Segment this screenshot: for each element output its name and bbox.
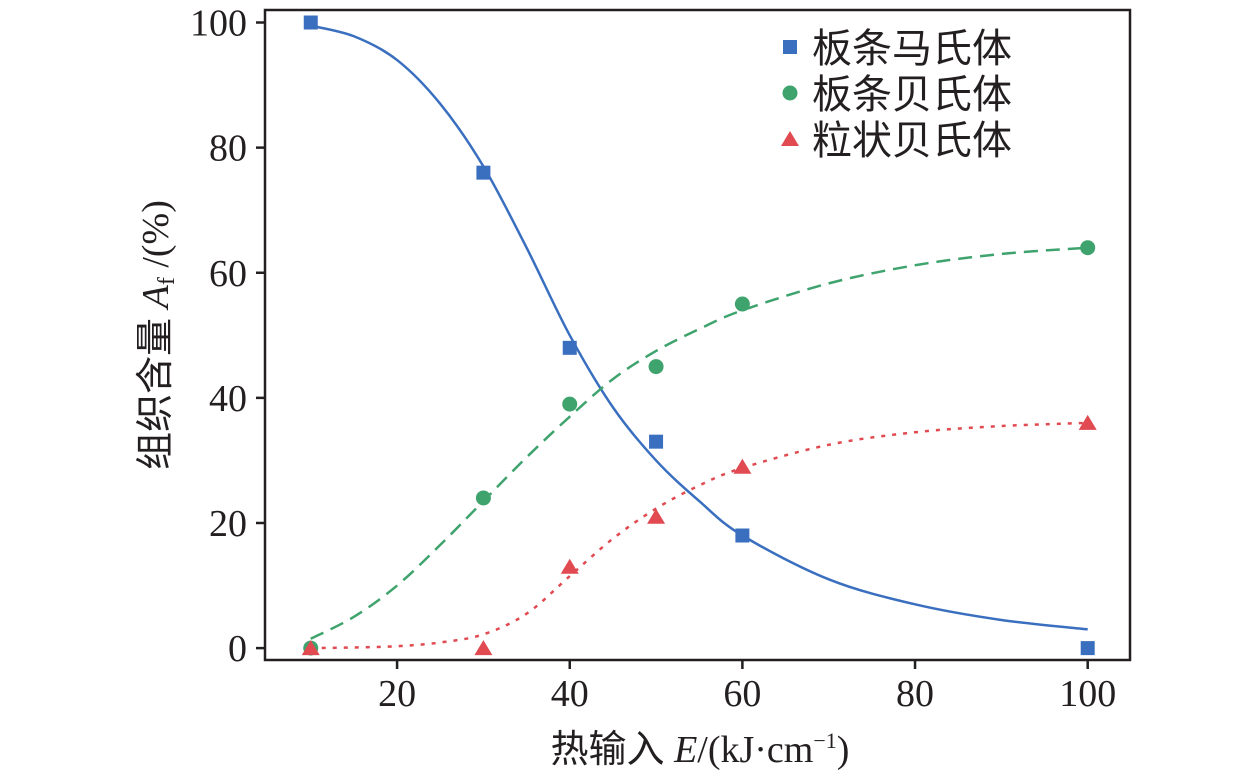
legend-marker-circle — [782, 85, 798, 101]
data-point-triangle — [733, 458, 752, 474]
data-point-triangle — [647, 508, 666, 524]
data-point-square — [562, 340, 577, 355]
fit-curve-triangle — [310, 421, 1088, 650]
data-point-circle — [562, 396, 578, 412]
x-tick-label: 80 — [896, 673, 934, 715]
data-point-triangle — [301, 640, 320, 656]
x-tick-label: 100 — [1059, 673, 1116, 715]
y-tick-label: 20 — [209, 503, 247, 545]
legend-label: 板条马氏体 — [812, 26, 1012, 71]
data-point-circle — [475, 490, 491, 506]
data-point-square — [735, 528, 750, 543]
data-point-square — [649, 434, 664, 449]
data-point-circle — [648, 359, 664, 375]
y-tick-label: 0 — [228, 628, 247, 670]
data-point-square — [303, 15, 318, 30]
x-tick-label: 20 — [378, 673, 416, 715]
plot-frame — [263, 8, 1132, 662]
data-point-triangle — [1078, 414, 1097, 430]
y-tick-label: 80 — [209, 128, 247, 170]
legend-marker-square — [783, 40, 797, 54]
data-point-square — [1080, 641, 1095, 656]
y-axis-label: 组织含量 Af /(%) — [135, 200, 180, 470]
y-tick-label: 60 — [209, 253, 247, 295]
y-tick-label: 100 — [190, 3, 247, 45]
data-point-triangle — [560, 558, 579, 574]
data-point-square — [476, 165, 491, 180]
x-tick-label: 40 — [551, 673, 589, 715]
fit-curve-square — [310, 24, 1088, 631]
fit-curve-circle — [310, 246, 1088, 640]
legend-marker-triangle — [781, 131, 799, 146]
data-point-triangle — [474, 640, 493, 656]
x-tick-label: 60 — [723, 673, 761, 715]
y-tick-label: 40 — [209, 378, 247, 420]
data-point-circle — [734, 296, 750, 312]
x-axis-label: 热输入 E/(kJ·cm−1) — [551, 728, 850, 771]
data-point-circle — [1080, 240, 1096, 256]
legend-label: 粒状贝氏体 — [812, 118, 1012, 163]
legend-label: 板条贝氏体 — [812, 72, 1012, 117]
